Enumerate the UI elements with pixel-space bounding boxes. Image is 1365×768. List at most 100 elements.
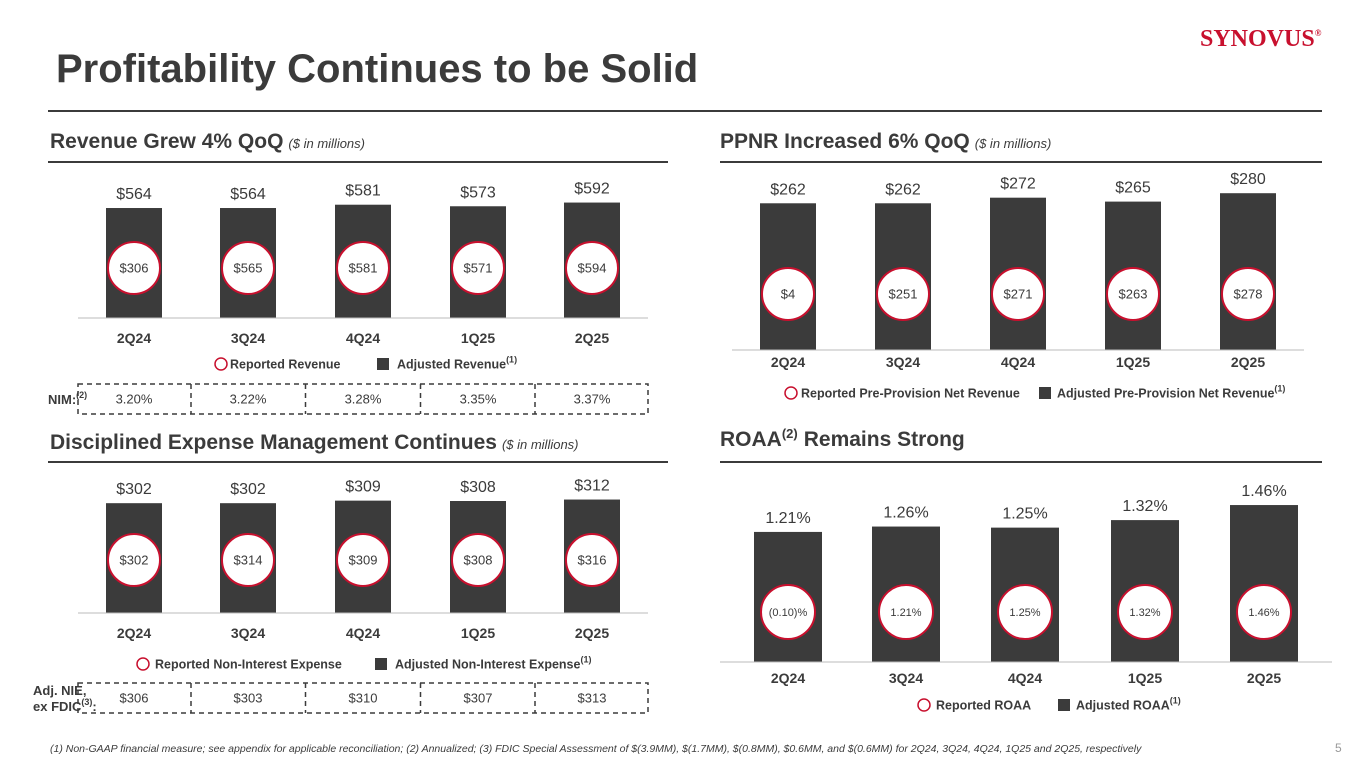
bar-value-label: $302	[116, 481, 152, 498]
reported-marker	[107, 533, 161, 587]
reported-marker	[336, 533, 390, 587]
reported-marker	[221, 533, 275, 587]
bar-value-label: 1.25%	[1002, 506, 1047, 523]
row-label-note: (3)	[81, 697, 92, 707]
bar-value-label: 1.46%	[1241, 483, 1286, 500]
reported-marker	[876, 267, 930, 321]
reported-marker	[565, 533, 619, 587]
chart-title-text: Disciplined Expense Management Continues	[50, 431, 497, 454]
legend-label: Reported ROAA	[936, 699, 1031, 713]
reported-marker	[451, 533, 505, 587]
row-box	[77, 682, 649, 714]
bar-value-label: $581	[345, 183, 381, 200]
legend-footnote-ref: (1)	[1274, 384, 1285, 394]
bar-value-label: 1.21%	[765, 510, 810, 527]
legend-label-text: Adjusted Pre-Provision Net Revenue	[1057, 387, 1274, 401]
reported-value-label: 1.46%	[1248, 607, 1279, 619]
chart-title-text: ROAA	[720, 428, 782, 451]
row-value: 3.35%	[460, 392, 497, 407]
row-value: 3.20%	[116, 392, 153, 407]
row-label: NIM:(2)	[48, 390, 87, 407]
legend-label: Adjusted ROAA(1)	[1076, 696, 1181, 713]
reported-marker	[997, 584, 1053, 640]
reported-value-label: $565	[234, 261, 263, 276]
legend-marker	[214, 357, 228, 371]
chart-title: ROAA(2) Remains Strong	[720, 426, 965, 451]
reported-value-label: $309	[349, 553, 378, 568]
reported-marker	[760, 584, 816, 640]
reported-value-label: $263	[1119, 287, 1148, 302]
chart-title: PPNR Increased 6% QoQ ($ in millions)	[720, 130, 1051, 153]
bar-value-label: 1.26%	[883, 505, 928, 522]
legend-label: Adjusted Pre-Provision Net Revenue(1)	[1057, 384, 1285, 401]
logo-text: SYNOVUS	[1200, 26, 1315, 52]
reported-marker	[1221, 267, 1275, 321]
row-value: $307	[464, 691, 493, 706]
slide-title: Profitability Continues to be Solid	[56, 47, 698, 91]
x-tick-label: 4Q24	[1008, 670, 1042, 686]
logo-mark: ®	[1315, 28, 1322, 38]
page-number: 5	[1335, 741, 1342, 755]
bar-value-label: $312	[574, 478, 610, 495]
legend-marker	[375, 658, 387, 670]
reported-marker	[878, 584, 934, 640]
bar-value-label: $564	[230, 186, 266, 203]
reported-marker	[1236, 584, 1292, 640]
reported-value-label: (0.10)%	[769, 607, 808, 619]
reported-value-label: 1.32%	[1129, 607, 1160, 619]
bar-value-label: $272	[1000, 176, 1036, 193]
reported-marker	[991, 267, 1045, 321]
bar-value-label: $592	[574, 181, 610, 198]
row-label: ex FDIC(3):	[33, 697, 97, 714]
row-value: 3.22%	[230, 392, 267, 407]
row-label-note: (2)	[76, 390, 87, 400]
reported-value-label: $314	[234, 553, 263, 568]
x-tick-label: 1Q25	[461, 330, 495, 346]
x-tick-label: 2Q25	[575, 625, 609, 641]
legend-label: Reported Revenue	[230, 358, 340, 372]
bar-value-label: $262	[770, 181, 806, 198]
x-tick-label: 4Q24	[346, 625, 380, 641]
row-value: 3.28%	[345, 392, 382, 407]
chart-subtitle: ($ in millions)	[502, 437, 579, 452]
logo: SYNOVUS®	[1200, 26, 1322, 52]
legend-footnote-ref: (1)	[1170, 696, 1181, 706]
chart-title-suffix: Remains Strong	[804, 428, 965, 451]
reported-value-label: $4	[781, 287, 795, 302]
reported-value-label: 1.21%	[890, 607, 921, 619]
x-tick-label: 3Q24	[231, 625, 265, 641]
x-tick-label: 4Q24	[1001, 354, 1035, 370]
x-tick-label: 2Q25	[575, 330, 609, 346]
reported-marker	[761, 267, 815, 321]
row-label: Adj. NIE,	[33, 683, 86, 698]
legend-label-text: Adjusted ROAA	[1076, 699, 1170, 713]
bar-value-label: $280	[1230, 171, 1266, 188]
reported-value-label: $594	[578, 261, 607, 276]
x-tick-label: 2Q24	[771, 354, 805, 370]
reported-marker	[1106, 267, 1160, 321]
bar-value-label: $309	[345, 479, 381, 496]
x-tick-label: 1Q25	[1128, 670, 1162, 686]
reported-value-label: $271	[1004, 287, 1033, 302]
reported-value-label: $278	[1234, 287, 1263, 302]
footnote: (1) Non-GAAP financial measure; see appe…	[50, 743, 1142, 755]
x-tick-label: 1Q25	[461, 625, 495, 641]
legend-marker	[377, 358, 389, 370]
reported-value-label: $316	[578, 553, 607, 568]
reported-value-label: $308	[464, 553, 493, 568]
legend-label: Adjusted Non-Interest Expense(1)	[395, 655, 591, 672]
legend-footnote-ref: (1)	[506, 355, 517, 365]
reported-marker	[221, 241, 275, 295]
reported-value-label: $306	[120, 261, 149, 276]
chart-subtitle: ($ in millions)	[288, 136, 365, 151]
x-tick-label: 2Q25	[1231, 354, 1265, 370]
chart-title-text: PPNR Increased 6% QoQ	[720, 130, 970, 153]
legend-label-text: Adjusted Revenue	[397, 358, 506, 372]
reported-marker	[451, 241, 505, 295]
legend-marker	[1058, 699, 1070, 711]
reported-value-label: 1.25%	[1009, 607, 1040, 619]
reported-marker	[107, 241, 161, 295]
reported-value-label: $251	[889, 287, 918, 302]
x-tick-label: 3Q24	[886, 354, 920, 370]
